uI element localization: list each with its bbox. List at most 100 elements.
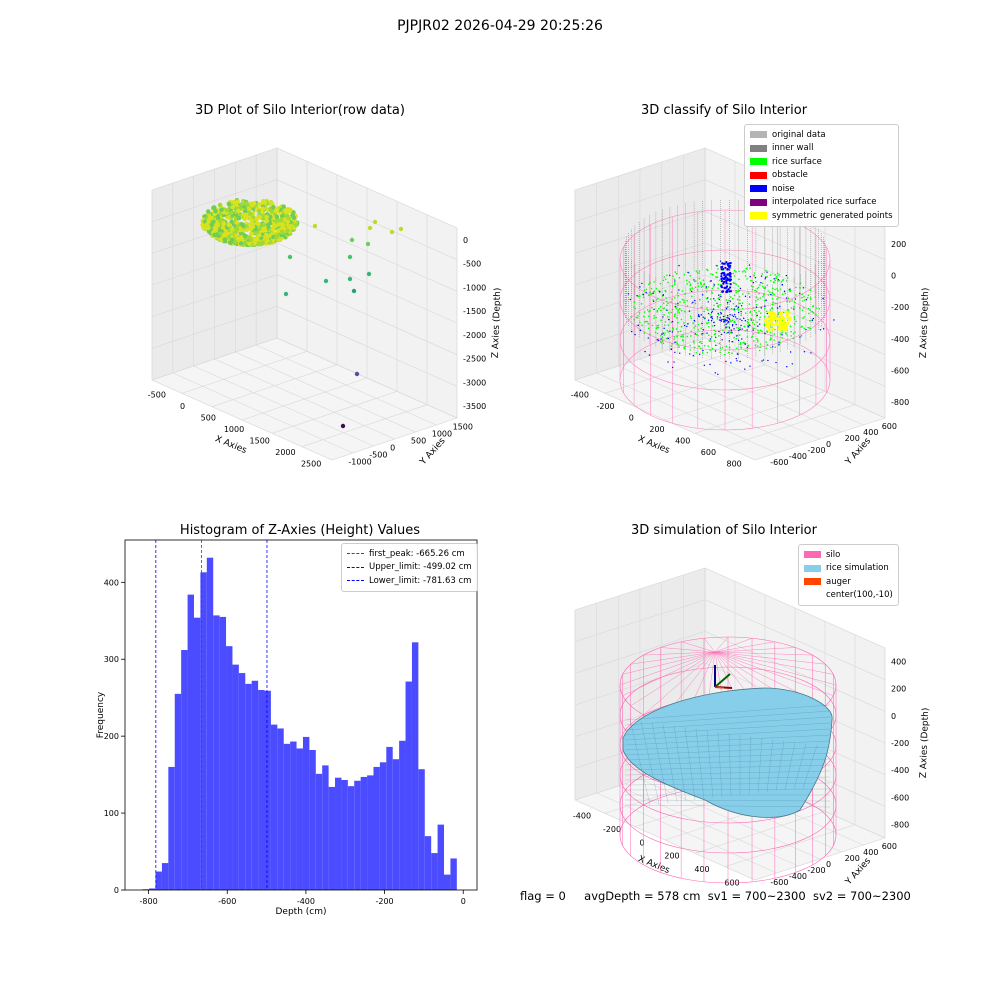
histogram-title: Histogram of Z-Axies (Height) Values xyxy=(179,523,421,538)
cls-rice-point xyxy=(814,296,817,298)
cls-rice-point xyxy=(803,327,806,330)
cls-rice-point xyxy=(673,278,676,280)
sim-mesh-line xyxy=(757,737,763,794)
cls-rice-point xyxy=(759,329,762,332)
cls-rice-point xyxy=(738,334,741,336)
flag-text: flag = 0 xyxy=(520,889,566,903)
sim-mesh-line xyxy=(717,731,723,798)
cls-rice-point xyxy=(674,271,677,273)
cls-rice-point xyxy=(724,309,727,311)
cls-rice-point xyxy=(634,307,637,310)
raw-point xyxy=(248,211,253,216)
cls-rice-point xyxy=(686,335,689,338)
cls-rice-point xyxy=(737,285,740,287)
histogram-bar xyxy=(424,836,432,890)
cls-rice-point xyxy=(761,285,764,288)
cls-rice-point xyxy=(746,336,749,338)
cls-rice-point xyxy=(664,332,666,334)
sim-y-tick-label: 400 xyxy=(863,848,878,857)
figure-title: PJPJR02 2026-04-29 20:25:26 xyxy=(397,18,603,34)
cls-noise-point xyxy=(744,295,747,298)
histogram-bar xyxy=(309,750,316,890)
classify-legend-swatch xyxy=(750,185,767,193)
cls-noise-point xyxy=(749,365,751,367)
cls-noise-point xyxy=(634,333,636,336)
cls-rice-point xyxy=(636,324,639,327)
cls-noise-point xyxy=(731,332,733,334)
cls-rice-point xyxy=(717,306,720,309)
histogram-bar xyxy=(258,690,265,890)
raw-point xyxy=(217,202,223,208)
cls-rice-point xyxy=(812,305,815,307)
cls-noise-point xyxy=(720,333,723,336)
cls-symmetric-point xyxy=(779,311,783,315)
classify-legend-label: rice surface xyxy=(772,156,822,167)
raw-point xyxy=(283,208,288,214)
cls-noise-point xyxy=(740,324,742,327)
cls-rice-point xyxy=(765,347,768,349)
histogram-bar xyxy=(251,680,259,890)
cls-noise-point xyxy=(777,278,780,281)
cls-rice-point xyxy=(725,345,728,348)
raw-z-tick-label: -1000 xyxy=(463,283,486,292)
cls-noise-point xyxy=(741,338,743,340)
cls-rice-point xyxy=(640,303,643,305)
histogram-x-tick-label: -600 xyxy=(218,897,236,906)
cls-rice-point xyxy=(759,343,762,345)
cls-noise-point xyxy=(717,373,719,376)
raw-point xyxy=(202,226,208,231)
raw-grid-line xyxy=(276,179,458,260)
classify-legend-label: noise xyxy=(772,183,795,194)
histogram-bars xyxy=(142,557,457,890)
cls-rice-point xyxy=(709,298,712,300)
cls-noise-point xyxy=(752,329,754,331)
cls-noise-point xyxy=(785,274,788,277)
cls-rice-point xyxy=(719,351,721,354)
cls-noise-point xyxy=(671,331,674,333)
cls-rice-point xyxy=(757,286,760,289)
cls-noise-point xyxy=(791,363,793,365)
raw-point xyxy=(268,200,274,206)
cls-rice-point xyxy=(666,304,668,307)
cls-rice-point xyxy=(755,290,758,293)
cls-rice-point xyxy=(643,289,646,291)
cls-rice-point xyxy=(664,289,667,292)
cls-noise-point xyxy=(725,326,727,328)
cls-rice-point xyxy=(788,300,791,303)
cls-rice-point xyxy=(756,345,759,347)
sim-y-tick-label: -600 xyxy=(770,878,788,887)
raw-point xyxy=(236,208,241,214)
raw-x-tick-label: 2500 xyxy=(301,459,321,468)
cls-noise-point xyxy=(674,351,676,354)
sim-y-tick-label: -200 xyxy=(807,866,825,875)
cls-rice-point xyxy=(741,270,744,273)
cls-rice-point xyxy=(734,321,736,324)
sim-silo-roof xyxy=(622,651,716,675)
cls-rice-point xyxy=(661,340,664,342)
cls-rice-point xyxy=(773,339,776,341)
cls-rice-point xyxy=(641,324,643,327)
cls-noise-point xyxy=(674,341,676,343)
cls-noise-point xyxy=(744,343,746,345)
cls-noise-point xyxy=(686,325,688,328)
classify-plot-title: 3D classify of Silo Interior xyxy=(640,103,808,118)
classify-legend-entry: noise xyxy=(750,182,893,196)
cls-noise-point xyxy=(662,316,664,318)
histogram-bar xyxy=(341,780,348,890)
cls-rice-point xyxy=(694,286,697,289)
raw-outlier-point xyxy=(366,271,372,277)
cls-rice-point xyxy=(707,334,710,337)
cls-rice-point xyxy=(755,299,757,302)
cls-rice-point xyxy=(770,326,772,328)
cls-noise-point xyxy=(760,307,762,309)
cls-noise-point xyxy=(674,280,676,282)
sim-mesh-line xyxy=(695,728,705,800)
raw-point xyxy=(218,236,223,242)
raw-point xyxy=(275,206,280,212)
cls-symmetric-point xyxy=(771,323,775,327)
cls-noise-point xyxy=(701,322,703,325)
cls-rice-point xyxy=(736,347,738,349)
cls-rice-point xyxy=(673,297,676,299)
simulation-legend-swatch xyxy=(804,551,821,559)
cls-noise-point xyxy=(729,264,732,267)
